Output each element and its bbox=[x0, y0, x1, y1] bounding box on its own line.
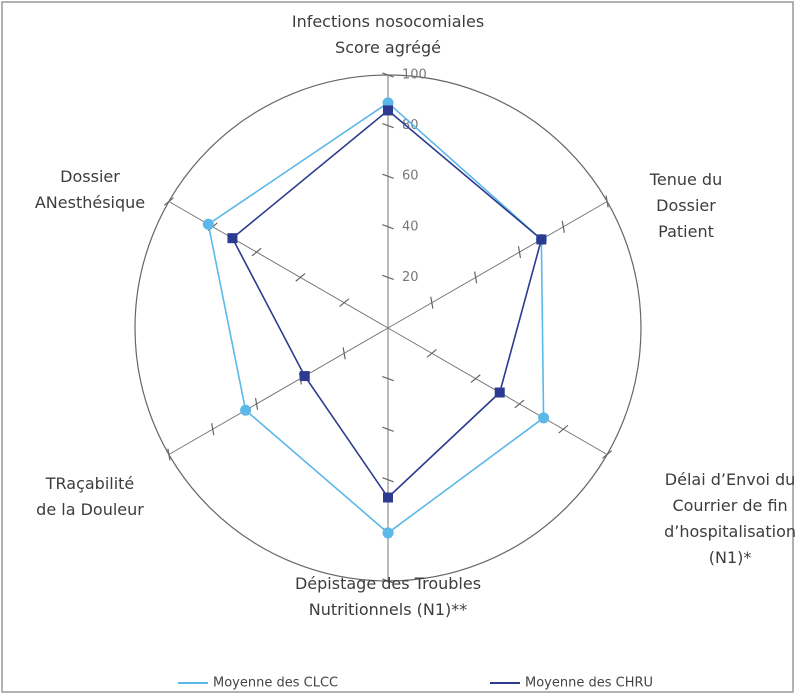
category-label: Dépistage des Troubles Nutritionnels (N1… bbox=[294, 574, 482, 619]
tick-mark bbox=[382, 173, 394, 179]
tick-mark bbox=[605, 195, 609, 208]
marker bbox=[227, 233, 238, 244]
marker bbox=[240, 404, 252, 416]
tick-mark bbox=[514, 399, 525, 409]
tick-mark bbox=[382, 578, 394, 584]
tick-mark bbox=[517, 246, 522, 259]
tick-mark bbox=[382, 375, 394, 382]
category-label: Dossier ANesthésique bbox=[34, 167, 146, 212]
tick-mark bbox=[561, 220, 565, 233]
tick-label: 100 bbox=[402, 68, 427, 83]
tick-label: 20 bbox=[402, 270, 419, 285]
category-label: TRaçabilité de la Douleur bbox=[36, 474, 144, 519]
tick-mark bbox=[254, 397, 259, 410]
marker bbox=[494, 387, 505, 398]
marker bbox=[383, 105, 393, 116]
tick-mark bbox=[382, 426, 394, 432]
tick-mark bbox=[382, 477, 394, 483]
tick-mark bbox=[295, 273, 306, 282]
tick-mark bbox=[430, 296, 434, 309]
tick-label: 80 bbox=[402, 118, 419, 133]
tick-mark bbox=[602, 450, 613, 459]
legend-label: Moyenne des CHRU bbox=[525, 676, 653, 691]
tick-mark bbox=[163, 197, 174, 206]
marker bbox=[536, 234, 547, 245]
category-label: Délai d’Envoi du Courrier de fin d’hospi… bbox=[664, 470, 796, 567]
marker bbox=[202, 218, 214, 230]
marker bbox=[538, 412, 550, 424]
category-label: Infections nosocomiales Score agrégé bbox=[291, 12, 485, 57]
tick-mark bbox=[342, 347, 346, 360]
marker bbox=[382, 527, 394, 539]
tick-mark bbox=[167, 448, 171, 461]
legend-label: Moyenne des CLCC bbox=[213, 676, 338, 691]
axis-line bbox=[387, 201, 608, 329]
tick-mark bbox=[382, 122, 394, 129]
tick-mark bbox=[382, 274, 394, 281]
tick-mark bbox=[211, 423, 215, 436]
tick-mark bbox=[251, 247, 262, 257]
tick-mark bbox=[426, 348, 437, 358]
tick-mark bbox=[558, 424, 569, 434]
series-line bbox=[207, 101, 545, 534]
marker bbox=[299, 371, 310, 382]
tick-label: 40 bbox=[402, 219, 419, 234]
tick-mark bbox=[382, 72, 394, 78]
tick-mark bbox=[474, 271, 478, 284]
marker bbox=[383, 492, 393, 503]
tick-mark bbox=[339, 298, 350, 308]
axis-line bbox=[168, 327, 389, 455]
tick-mark bbox=[470, 374, 481, 383]
axis-line bbox=[168, 201, 389, 329]
tick-mark bbox=[382, 224, 394, 230]
category-label: Tenue du Dossier Patient bbox=[649, 170, 723, 241]
tick-label: 60 bbox=[402, 169, 419, 184]
